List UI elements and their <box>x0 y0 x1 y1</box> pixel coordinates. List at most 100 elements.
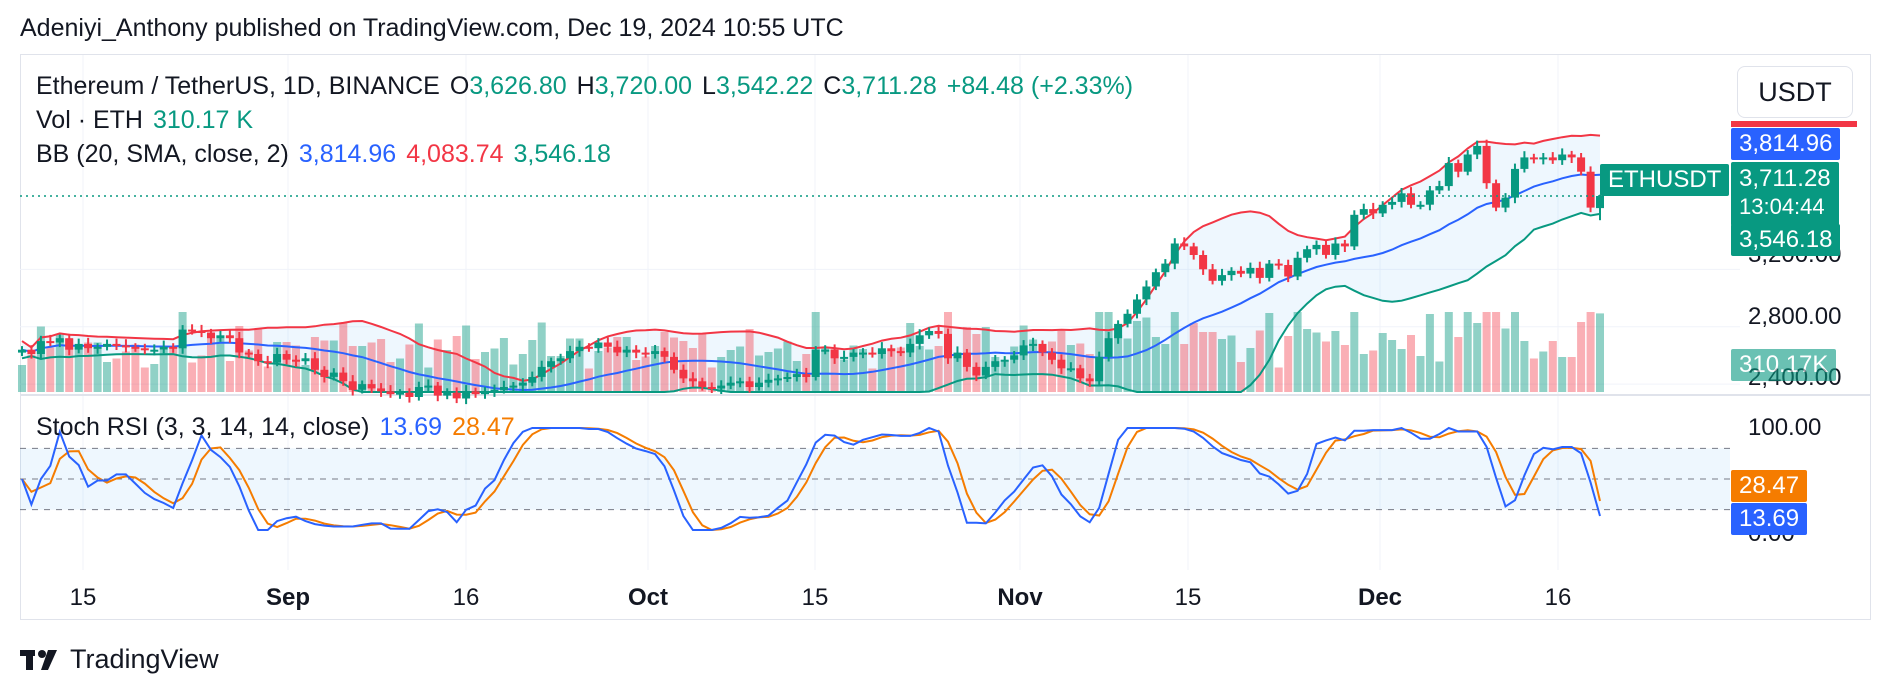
volume-bar <box>698 334 707 392</box>
volume-bar <box>84 342 93 392</box>
volume-bar <box>348 346 357 392</box>
candle-body <box>46 341 55 344</box>
x-label-dec: Dec <box>1357 584 1403 611</box>
volume-bar <box>896 347 905 392</box>
volume-bar <box>651 346 660 392</box>
volume-bar <box>1407 335 1415 392</box>
candle-body <box>320 369 329 377</box>
volume-bar <box>339 323 348 392</box>
candle-body <box>1208 269 1217 281</box>
candle-body <box>792 374 801 377</box>
volume-bar <box>225 361 234 392</box>
volume-bar <box>1284 336 1293 392</box>
candle-body <box>386 391 395 395</box>
volume-bar <box>915 346 924 392</box>
candle-body <box>207 332 215 339</box>
volume-bar <box>925 349 934 392</box>
candle-body <box>1558 154 1567 161</box>
volume-bar <box>1350 312 1359 392</box>
candle-body <box>783 377 792 379</box>
candle-body <box>1331 243 1340 255</box>
candle-body <box>991 361 1000 367</box>
volume-bar <box>1293 312 1302 392</box>
candle-body <box>1180 243 1189 247</box>
candle-body <box>717 385 726 389</box>
candle-body <box>169 346 178 349</box>
volume-bar <box>1218 339 1226 392</box>
candle-body <box>197 331 206 333</box>
candle-body <box>726 382 735 386</box>
volume-bar <box>1539 351 1548 392</box>
volume-bar <box>1085 354 1094 392</box>
legend-stoch-rsi: Stoch RSI (3, 3, 14, 14, close) 13.69 28.4… <box>36 413 525 442</box>
candle-body <box>1104 338 1113 357</box>
x-label-oct-15: 15 <box>801 584 829 611</box>
legend-bb-basis: 3,814.96 <box>298 140 397 168</box>
volume-bar <box>594 351 603 392</box>
volume-bar <box>216 338 225 392</box>
candle-body <box>1567 154 1576 158</box>
volume-bar <box>452 336 461 392</box>
volume-bar <box>641 356 650 392</box>
volume-bar <box>1567 357 1576 392</box>
volume-bar <box>282 342 291 392</box>
candle-body <box>1236 270 1245 274</box>
candle-body <box>1255 267 1264 278</box>
candle-body <box>103 343 111 347</box>
volume-bar <box>1199 332 1208 392</box>
volume-bar <box>830 349 839 392</box>
bb-background <box>22 134 1600 392</box>
candle-body <box>509 385 518 388</box>
tradingview-logo-icon <box>20 649 57 670</box>
volume-bar <box>1048 341 1056 392</box>
volume-bar <box>981 327 990 392</box>
volume-bar <box>18 365 26 392</box>
candle-body <box>537 366 546 377</box>
bb-lower-tag: 3,546.18 <box>1731 224 1841 256</box>
volume-bar <box>159 350 168 392</box>
legend-main: Ethereum / TetherUS, 1D, BINANCE O3,626.8… <box>36 72 1143 101</box>
legend-open-value: 3,626.80 <box>469 72 567 100</box>
currency-button[interactable]: USDT <box>1737 66 1853 118</box>
volume-bar <box>755 355 763 392</box>
candle-body <box>254 354 263 362</box>
candle-body <box>93 346 102 349</box>
brand[interactable]: TradingView <box>20 644 219 675</box>
candle-body <box>462 391 471 399</box>
candle-body <box>481 391 489 395</box>
legend-change: +84.48 (+2.33%) <box>946 72 1134 100</box>
volume-bar <box>1397 349 1406 392</box>
brand-name: TradingView <box>70 644 219 674</box>
chart-frame[interactable] <box>20 54 1871 620</box>
candle-body <box>1322 244 1330 255</box>
candle-body <box>433 385 442 396</box>
price-tick-2800: 2,800.00 <box>1748 303 1842 330</box>
volume-bar <box>443 350 452 392</box>
volume-bar <box>1577 322 1586 392</box>
volume-bar <box>1596 313 1604 392</box>
volume-bar <box>1255 330 1264 392</box>
volume-bar <box>1359 354 1368 392</box>
candle-body <box>1019 345 1028 356</box>
volume-bar <box>622 337 631 392</box>
volume-bar <box>207 338 215 392</box>
volume-bar <box>188 362 197 392</box>
candle-body <box>736 381 745 384</box>
candles <box>18 139 1604 405</box>
volume-bar <box>1331 331 1340 392</box>
volume-bar <box>906 323 915 392</box>
volume-bar <box>329 340 338 392</box>
volume-bar <box>471 359 480 392</box>
candle-body <box>273 354 282 363</box>
candle-body <box>1029 343 1038 346</box>
volume-bar <box>821 347 830 392</box>
volume-bar <box>131 344 140 392</box>
legend-bb-label: BB (20, SMA, close, 2) <box>36 140 289 168</box>
price-tag-value: 3,711.28 <box>1739 165 1831 192</box>
volume-bar <box>1151 337 1160 392</box>
volume-bar <box>1170 312 1179 392</box>
candle-body <box>1170 243 1179 264</box>
candle-body <box>1076 368 1085 379</box>
candle-body <box>225 335 234 339</box>
